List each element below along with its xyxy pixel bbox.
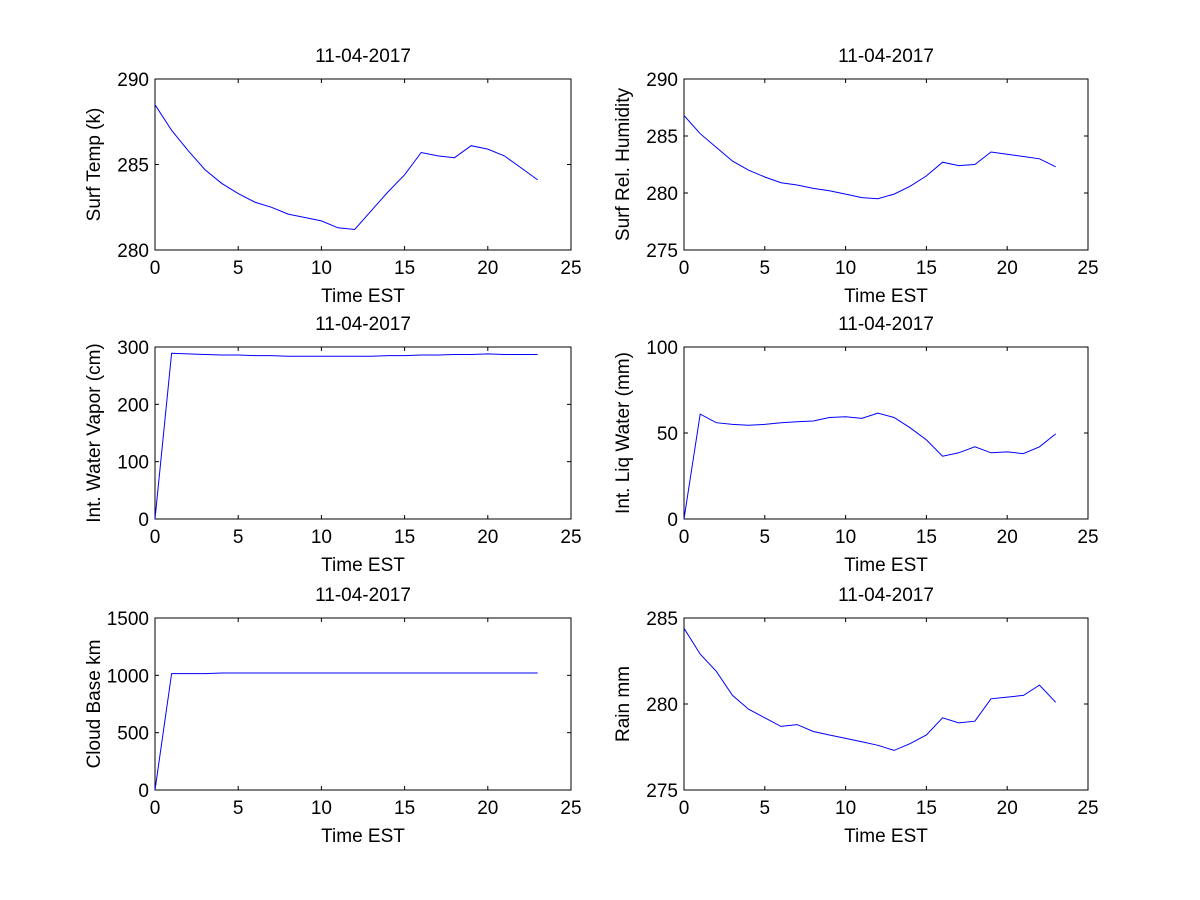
y-axis-label: Int. Liq Water (mm) [613,352,634,514]
x-tick-label: 15 [916,798,937,819]
y-tick-label: 280 [646,695,678,716]
y-tick-label: 0 [138,510,149,531]
x-tick-label: 0 [679,527,690,548]
y-tick-label: 285 [646,609,678,630]
x-tick-label: 5 [233,258,244,279]
y-tick-label: 280 [117,241,149,262]
x-axis-label: Time EST [321,826,405,847]
x-tick-label: 0 [150,798,161,819]
x-tick-label: 15 [394,798,415,819]
x-tick-label: 15 [394,527,415,548]
y-tick-label: 0 [138,781,149,802]
series-line [683,115,1056,200]
axes-frame [683,617,1089,791]
y-tick-label: 275 [646,781,678,802]
x-tick-label: 20 [477,798,498,819]
chart-panel-3: 0 5 10 15 20 25 0 100 200 300 11-04-2017 Time EST In… [84,314,582,576]
x-axis-label: Time EST [844,555,928,576]
x-tick-label: 25 [560,798,581,819]
x-tick-label: 5 [760,527,771,548]
x-tick-label: 10 [835,258,856,279]
axes-frame [683,78,1089,251]
y-tick-label: 0 [667,510,678,531]
x-tick-label: 25 [560,258,581,279]
y-tick-label: 500 [117,724,149,745]
y-tick-label: 1500 [107,609,149,630]
x-tick-label: 0 [150,258,161,279]
y-axis-label: Int. Water Vapor (cm) [84,343,105,522]
y-tick-label: 285 [117,156,149,177]
axes-frame [154,617,572,791]
x-tick-label: 5 [760,258,771,279]
chart-title: 11-04-2017 [838,46,934,67]
x-tick-label: 20 [997,258,1018,279]
series-line [154,672,538,791]
chart-panel-1: 0 5 10 15 20 25 280 285 290 11-04-2017 Time EST Sur… [84,46,582,307]
x-tick-label: 10 [311,527,332,548]
x-axis-label: Time EST [321,555,405,576]
series-line [154,104,538,231]
y-tick-label: 200 [117,395,149,416]
chart-title: 11-04-2017 [315,46,411,67]
series-line [683,412,1057,520]
y-tick-label: 100 [646,338,678,359]
x-tick-label: 5 [233,798,244,819]
x-axis-label: Time EST [844,826,928,847]
x-tick-label: 25 [1077,258,1098,279]
x-tick-label: 20 [997,798,1018,819]
x-tick-label: 15 [916,527,937,548]
series-line [683,628,1057,751]
y-tick-label: 1000 [107,666,149,687]
x-tick-label: 5 [233,527,244,548]
x-tick-label: 10 [835,798,856,819]
y-tick-label: 290 [646,70,678,91]
y-axis-label: Surf Rel. Humidity [613,87,634,241]
y-tick-label: 275 [646,241,678,262]
y-tick-label: 280 [646,184,678,205]
chart-title: 11-04-2017 [838,314,934,335]
x-tick-label: 15 [394,258,415,279]
x-tick-label: 20 [477,258,498,279]
x-tick-label: 0 [679,798,690,819]
x-tick-label: 25 [1077,798,1098,819]
x-tick-label: 25 [560,527,581,548]
x-tick-label: 15 [916,258,937,279]
y-tick-label: 285 [646,127,678,148]
series-line [154,352,538,520]
x-axis-label: Time EST [321,286,405,307]
x-tick-label: 25 [1077,527,1098,548]
x-tick-label: 5 [760,798,771,819]
x-tick-label: 0 [679,258,690,279]
axes-frame [154,346,572,520]
x-tick-label: 20 [997,527,1018,548]
chart-title: 11-04-2017 [315,585,411,606]
x-tick-label: 10 [311,258,332,279]
chart-panel-2: 0 5 10 15 20 25 275 280 285 290 11-04-2017 Time EST… [613,46,1099,307]
x-tick-label: 10 [835,527,856,548]
axes-frame [683,346,1089,520]
y-tick-label: 50 [657,424,678,445]
chart-panel-4: 0 5 10 15 20 25 0 50 100 11-04-2017 Time EST Int. L… [613,314,1099,576]
chart-title: 11-04-2017 [315,314,411,335]
chart-title: 11-04-2017 [838,585,934,606]
chart-panel-6: 0 5 10 15 20 25 275 280 285 11-04-2017 Time EST Rai… [613,585,1099,847]
y-axis-label: Surf Temp (k) [84,108,105,222]
x-tick-label: 0 [150,527,161,548]
x-axis-label: Time EST [844,286,928,307]
chart-panel-5: 0 5 10 15 20 25 0 500 1000 1500 11-04-2017 Time EST… [84,585,582,847]
y-tick-label: 300 [117,338,149,359]
y-tick-label: 290 [117,70,149,91]
y-axis-label: Cloud Base km [84,640,105,769]
x-tick-label: 20 [477,527,498,548]
x-tick-label: 10 [311,798,332,819]
y-tick-label: 100 [117,453,149,474]
axes-frame [154,78,572,251]
y-axis-label: Rain mm [613,666,634,742]
